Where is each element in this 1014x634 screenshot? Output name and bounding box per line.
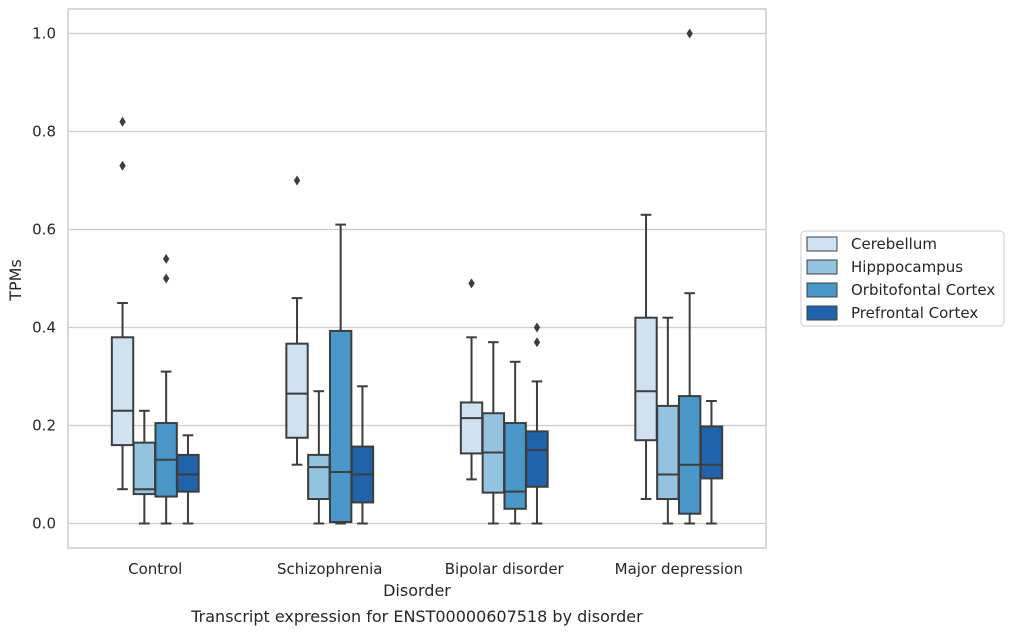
legend-swatch — [806, 259, 838, 275]
box — [132, 441, 157, 496]
outlier-point — [162, 273, 170, 284]
y-tick-label: 0.6 — [32, 221, 56, 239]
x-tick-label: Bipolar disorder — [445, 560, 565, 578]
outlier-point — [468, 278, 475, 289]
legend: Cerebellum Hipppocampus Orbitofontal Corte… — [800, 230, 1005, 327]
legend-swatch — [806, 282, 838, 298]
y-tick-label: 0.2 — [32, 417, 56, 435]
box — [656, 404, 680, 500]
outlier-point — [533, 337, 541, 348]
box-group — [110, 116, 200, 525]
y-axis-label: TPMs — [6, 259, 25, 302]
x-tick-label: Major depression — [615, 560, 743, 578]
legend-frame — [800, 230, 1005, 327]
legend-swatch — [806, 236, 838, 252]
box-group — [285, 175, 375, 525]
outlier-point — [293, 175, 301, 186]
box — [699, 425, 724, 480]
plot-frame — [67, 8, 767, 549]
x-tick-label: Control — [128, 560, 182, 578]
legend-swatch — [806, 305, 838, 321]
box — [634, 316, 658, 442]
outlier-point — [119, 116, 126, 127]
box — [110, 336, 135, 447]
legend-label: Hipppocampus — [851, 258, 963, 276]
box — [503, 422, 527, 510]
box — [176, 453, 200, 493]
box-group — [459, 278, 549, 525]
legend-label: Cerebellum — [851, 235, 937, 253]
box — [525, 430, 549, 488]
x-axis-label: Disorder — [383, 581, 451, 600]
chart-caption: Transcript expression for ENST0000060751… — [190, 607, 643, 626]
box — [307, 453, 331, 500]
y-tick-label: 0.4 — [32, 319, 56, 337]
legend-label: Orbitofontal Cortex — [851, 281, 995, 299]
outlier-point — [686, 28, 693, 39]
x-axis-ticks: Control Schizophrenia Bipolar disorder Majo… — [128, 560, 743, 578]
outlier-point — [162, 253, 170, 264]
outlier-point — [119, 160, 126, 171]
box-group — [634, 28, 724, 525]
box-groups — [110, 28, 724, 525]
y-tick-label: 0.8 — [32, 123, 56, 141]
box — [459, 401, 484, 455]
x-tick-label: Schizophrenia — [277, 560, 382, 578]
legend-label: Prefrontal Cortex — [851, 304, 978, 322]
box — [677, 395, 702, 515]
outlier-point — [533, 322, 541, 333]
box — [285, 342, 309, 439]
y-tick-label: 1.0 — [32, 25, 56, 43]
box — [328, 329, 353, 524]
y-tick-label: 0.0 — [32, 515, 56, 533]
y-axis-ticks: 0.0 0.2 0.4 0.6 0.8 1.0 — [32, 25, 56, 533]
